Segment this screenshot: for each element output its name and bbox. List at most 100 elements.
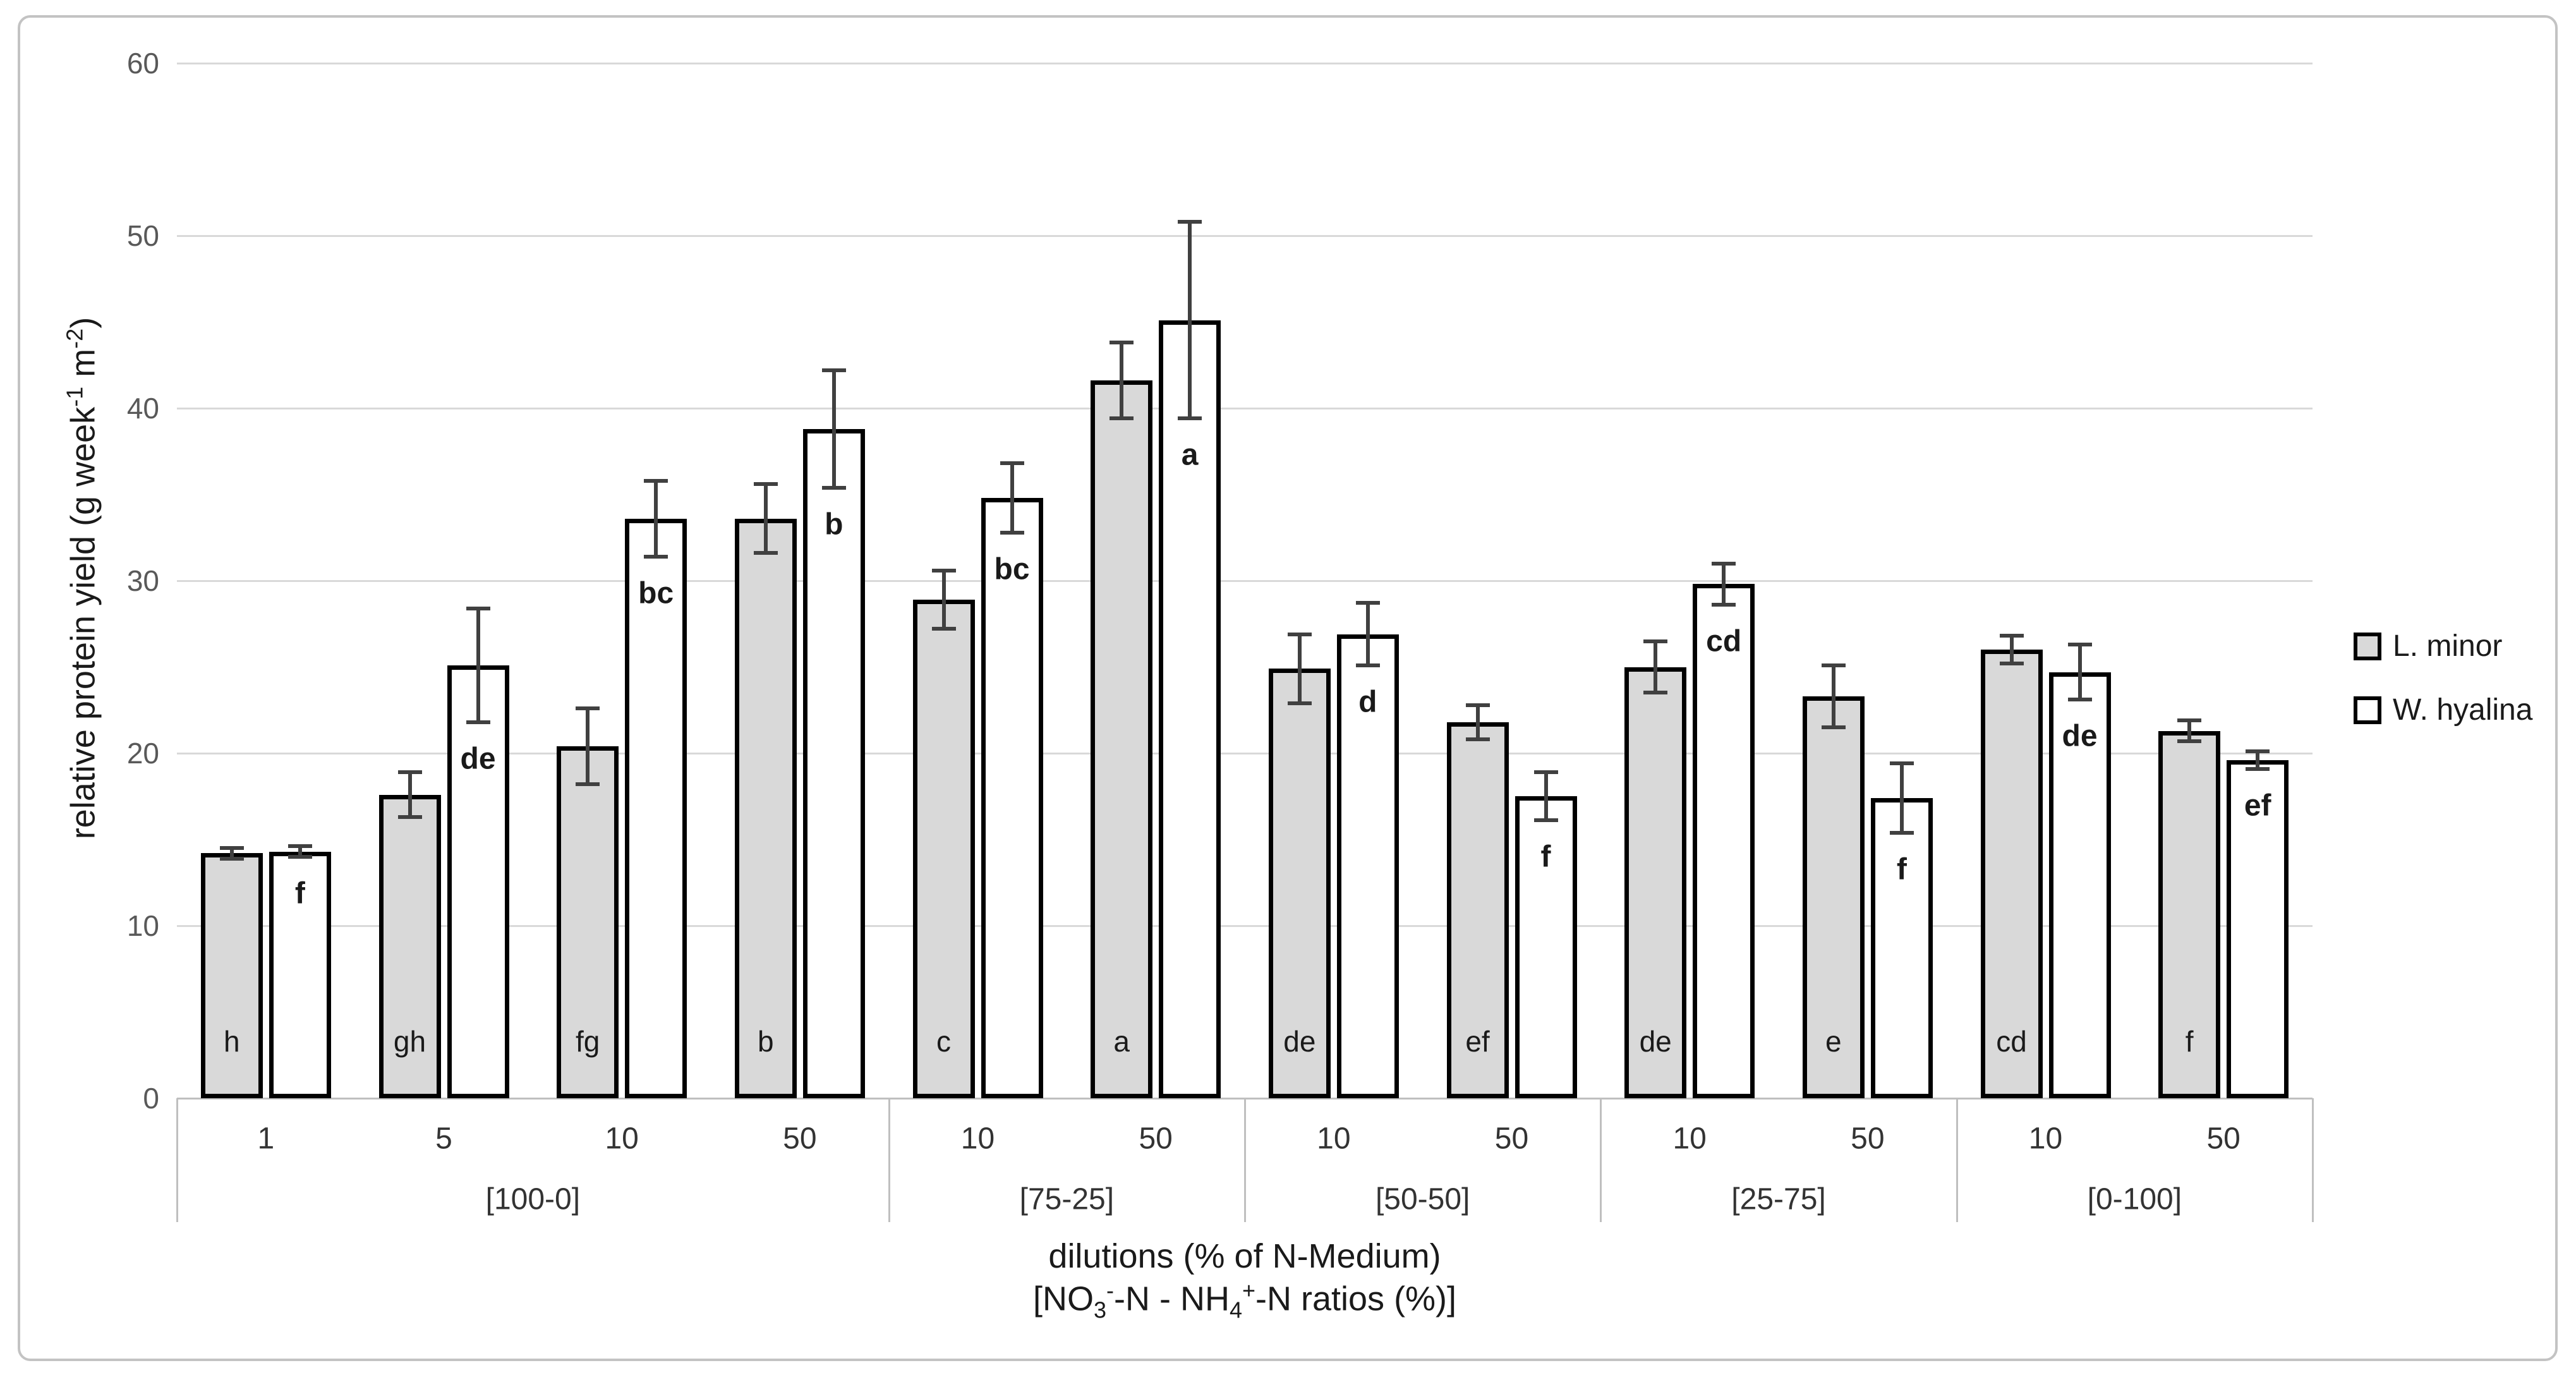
x-tick-dilution-label: 50 [783,1122,817,1156]
significance-letter: f [1896,852,1907,887]
error-bar-cap [287,844,312,849]
error-bar [1475,705,1480,740]
significance-letter: d [1358,685,1377,719]
significance-letter: fg [575,1025,600,1058]
error-bar-cap [2067,698,2092,702]
y-tick-label-30: 30 [126,564,159,597]
error-bar-cap [219,856,244,861]
error-bar-cap [1999,662,2024,666]
error-bar-cap [821,485,846,490]
bar-w-hyalina [625,518,687,1098]
bar-w-hyalina [269,851,331,1098]
significance-letter: de [460,742,496,776]
error-bar-cap [1643,691,1668,695]
x-axis-title-sup2: + [1242,1277,1256,1304]
significance-letter: e [1825,1025,1842,1058]
error-bar [1365,603,1370,665]
y-axis-title-text: relative protein yield (g week [64,406,102,840]
legend-label-w-hyalina: W. hyalina [2393,693,2533,727]
bar-l-minor [1624,667,1687,1098]
x-axis-title-line1: dilutions (% of N-Medium) [1048,1237,1441,1276]
error-bar [2187,720,2192,741]
x-tick-dilution-label: 50 [1494,1122,1529,1156]
bar-l-minor [557,746,619,1098]
error-bar [2009,636,2014,664]
error-bar-cap [576,782,600,787]
error-bar [1722,563,1726,605]
error-bar-cap [821,368,846,372]
significance-letter: de [1639,1025,1672,1058]
significance-letter: de [2062,719,2098,753]
bar-l-minor [1091,380,1153,1098]
significance-letter: f [2185,1025,2194,1058]
legend-swatch-w-hyalina-icon [2354,696,2381,724]
error-bar [1831,665,1835,728]
significance-letter: b [825,507,844,542]
error-bar-cap [1533,770,1558,775]
bar-l-minor [378,794,441,1098]
significance-letter: h [224,1025,240,1058]
x-group-label: [50-50] [1375,1182,1470,1216]
y-tick-label-60: 60 [126,47,159,80]
error-bar-cap [1821,725,1846,730]
error-bar-cap [466,720,490,724]
error-bar [1120,342,1124,419]
x-axis-title-sub2: 4 [1229,1297,1242,1323]
error-bar-cap [1712,603,1736,607]
error-bar-cap [1178,220,1202,224]
x-tick-dilution-label: 50 [1851,1122,1885,1156]
error-bar [1188,222,1192,419]
error-bar-cap [1643,639,1668,643]
x-axis-title-line2-text3: -N ratios (%)] [1255,1280,1457,1318]
bar-l-minor [1268,669,1331,1098]
bar-w-hyalina [447,665,509,1098]
x-axis-title-line2-text2: -N - NH [1114,1280,1230,1318]
x-axis-title-line2: [NO3--N - NH4+-N ratios (%)] [1033,1278,1456,1324]
error-bar-cap [1110,416,1134,421]
error-bar-cap [1000,530,1024,535]
axis-band-separator [888,1098,890,1222]
error-bar-cap [1465,737,1490,742]
gridline-10 [177,925,2313,927]
error-bar [1544,772,1548,821]
error-bar-cap [931,627,956,631]
significance-letter: c [936,1025,951,1058]
bar-l-minor [1446,722,1509,1098]
bar-w-hyalina [1870,797,1933,1098]
error-bar [408,772,412,817]
axis-band-separator [2312,1098,2314,1222]
legend-item-w-hyalina: W. hyalina [2354,693,2532,727]
significance-letter: cd [1996,1025,2027,1058]
bar-w-hyalina [1693,584,1755,1098]
error-bar-cap [2177,739,2202,743]
y-tick-label-20: 20 [126,737,159,770]
error-bar-cap [1889,830,1914,835]
error-bar [1297,634,1302,703]
error-bar [831,370,836,488]
x-axis-title-line2-text: [NO [1032,1280,1094,1318]
significance-letter: a [1181,438,1199,472]
error-bar-cap [2246,749,2270,754]
x-axis-title-line1-text: dilutions (% of N-Medium) [1048,1237,1441,1275]
legend: L. minor W. hyalina [2354,629,2532,756]
error-bar [941,570,946,629]
error-bar [763,484,768,554]
x-tick-dilution-label: 1 [257,1122,275,1156]
error-bar-cap [219,846,244,851]
significance-letter: b [758,1025,774,1058]
significance-letter: ef [1465,1025,1490,1058]
error-bar [298,846,302,857]
bar-l-minor [912,600,975,1098]
y-tick-label-50: 50 [126,219,159,252]
error-bar [476,608,480,722]
error-bar-cap [2067,643,2092,646]
error-bar-cap [576,706,600,711]
error-bar [586,708,590,785]
bar-w-hyalina [2048,672,2111,1098]
error-bar-cap [1355,601,1380,605]
error-bar-cap [644,478,668,483]
axis-band-separator [176,1098,178,1222]
error-bar-cap [397,770,422,775]
error-bar-cap [397,815,422,819]
